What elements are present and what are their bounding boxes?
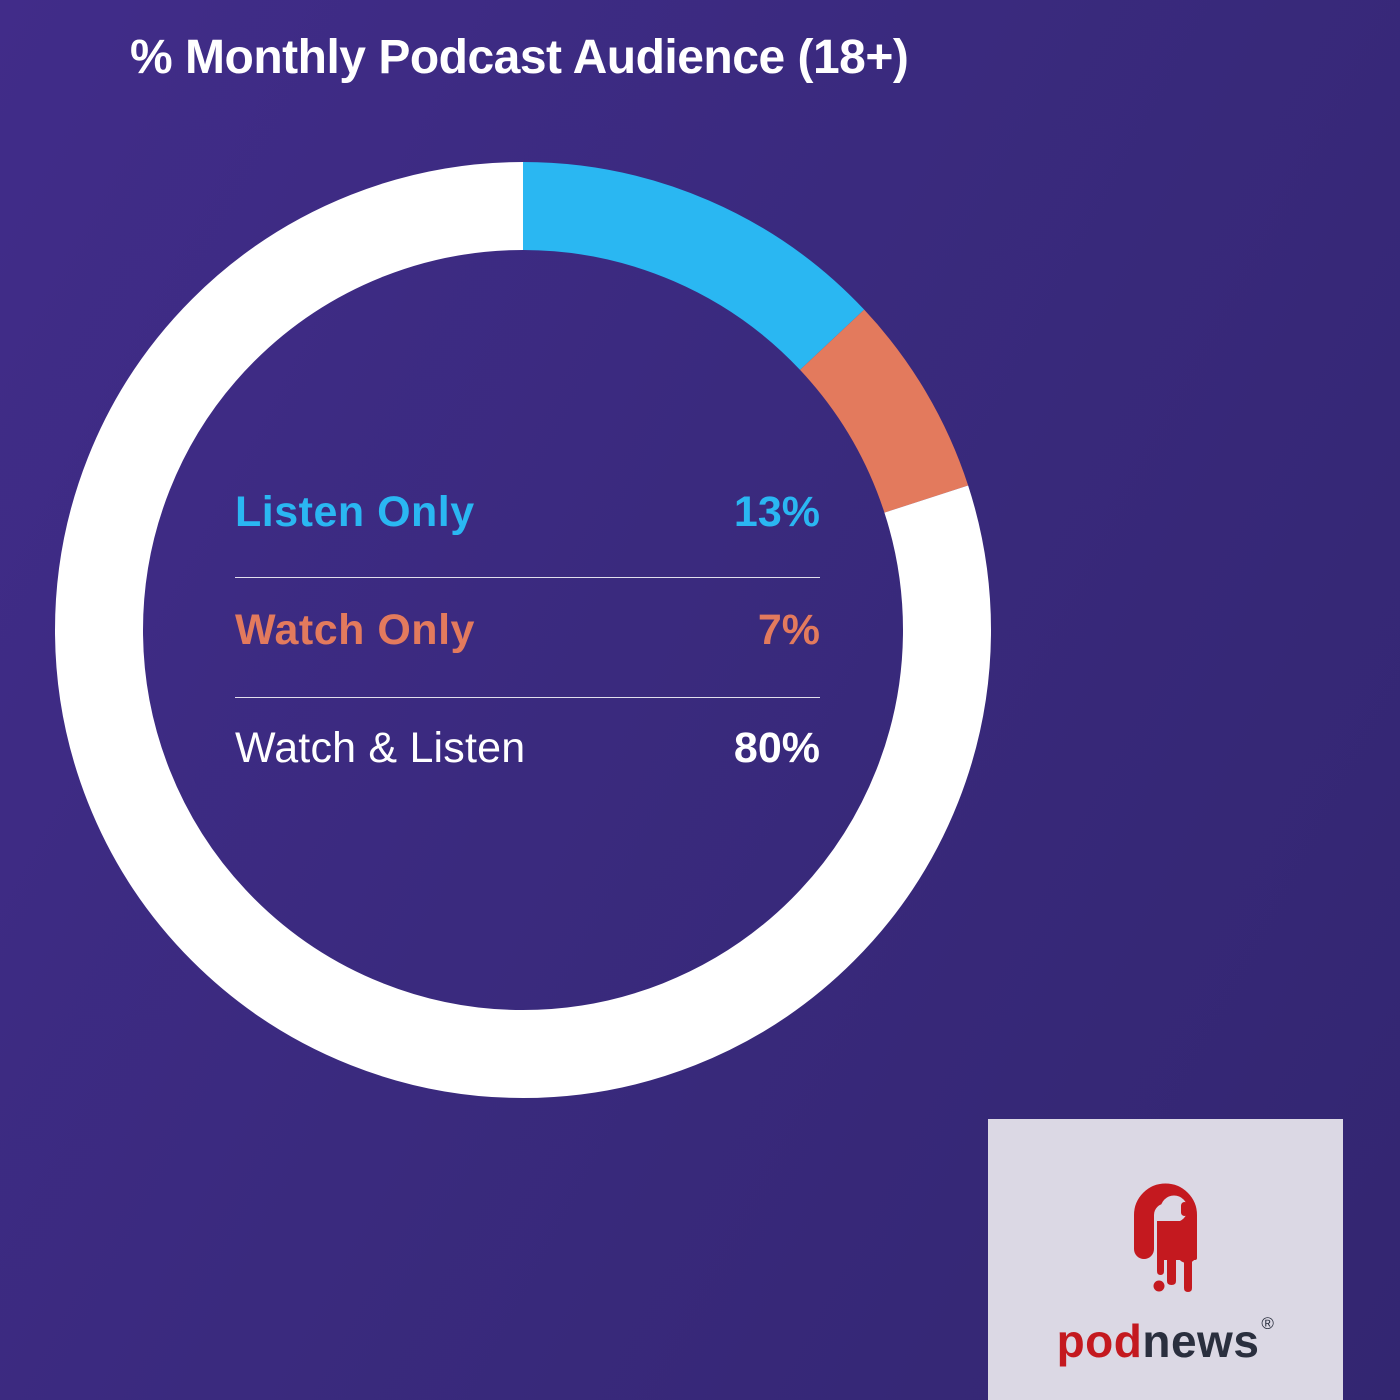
podnews-wordmark-pod: pod xyxy=(1056,1315,1143,1367)
registered-trademark-symbol: ® xyxy=(1261,1314,1275,1333)
legend-label-watch-only: Watch Only xyxy=(235,605,475,654)
podnews-wordmark: podnews ® xyxy=(1057,1315,1275,1364)
chart-title: % Monthly Podcast Audience (18+) xyxy=(130,31,909,84)
legend-value-watch-and-listen: 80% xyxy=(733,723,820,772)
legend-label-listen-only: Listen Only xyxy=(235,487,475,536)
podnews-logo-card: podnews ® xyxy=(988,1119,1343,1400)
podnews-mic-icon xyxy=(1134,1183,1197,1292)
legend-separator xyxy=(235,697,820,698)
donut-segment-watch-listen xyxy=(55,162,991,1098)
legend-label-watch-and-listen: Watch & Listen xyxy=(235,723,526,772)
legend-separator xyxy=(235,577,820,578)
donut-chart xyxy=(55,162,991,1098)
legend-row-watch-and-listen: Watch & Listen 80% xyxy=(235,720,820,776)
podnews-wordmark-news: news xyxy=(1142,1315,1260,1367)
legend-row-watch-only: Watch Only 7% xyxy=(235,602,820,658)
chart-legend: Listen Only 13% Watch Only 7% Watch & Li… xyxy=(235,484,820,776)
legend-value-watch-only: 7% xyxy=(757,605,820,654)
legend-row-listen-only: Listen Only 13% xyxy=(235,484,820,540)
donut-chart-svg xyxy=(55,162,991,1098)
legend-value-listen-only: 13% xyxy=(733,487,820,536)
